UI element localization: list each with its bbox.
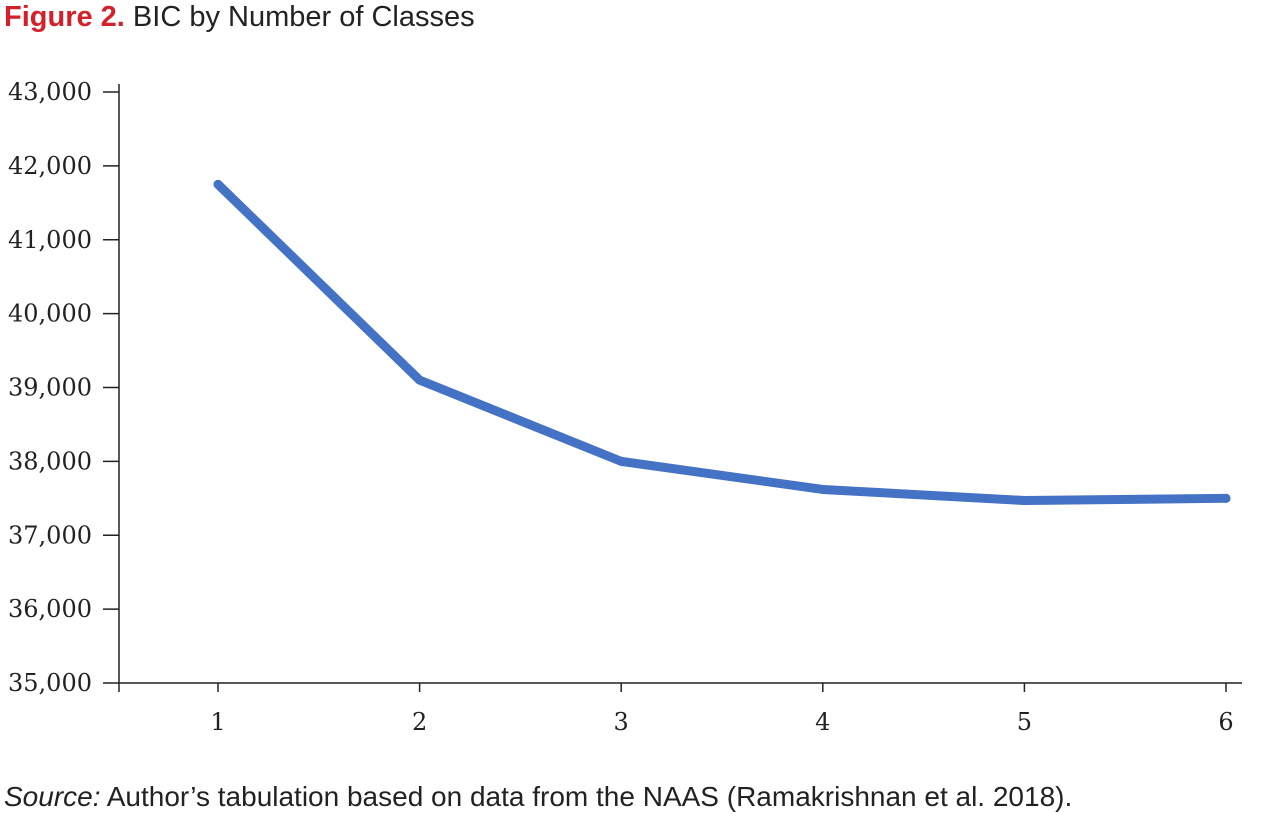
figure-title-text: BIC by Number of Classes [132, 1, 475, 33]
x-tick-label: 1 [210, 708, 225, 736]
x-tick-label: 5 [1017, 708, 1032, 736]
y-tick-label: 39,000 [8, 374, 92, 402]
x-tick-label: 2 [412, 708, 427, 736]
figure-label: Figure 2. [4, 1, 125, 33]
x-axis: 1 2 3 4 5 6 [118, 682, 1242, 736]
y-tick-label: 38,000 [8, 447, 92, 475]
x-tick-label: 4 [815, 708, 830, 736]
y-tick-label: 36,000 [8, 595, 92, 623]
data-point [1221, 493, 1231, 503]
data-point [213, 179, 223, 189]
series [213, 179, 1231, 506]
y-tick-label: 43,000 [8, 78, 92, 106]
figure-title: Figure 2. BIC by Number of Classes [4, 0, 475, 34]
source-text: Author’s tabulation based on data from t… [106, 781, 1073, 812]
series-line [213, 179, 1231, 506]
data-point [616, 456, 626, 466]
x-tick-label: 6 [1218, 708, 1233, 736]
y-tick-label: 41,000 [8, 226, 92, 254]
data-point [1019, 496, 1029, 506]
y-tick-label: 35,000 [8, 669, 92, 697]
source-note: Source: Author’s tabulation based on dat… [4, 780, 1072, 814]
y-tick-label: 37,000 [8, 521, 92, 549]
data-point [818, 484, 828, 494]
source-label: Source: [4, 781, 101, 812]
x-tick-label: 3 [614, 708, 629, 736]
y-axis: 35,000 36,000 37,000 38,000 39,000 40,000 41,0… [8, 78, 120, 697]
y-tick-label: 40,000 [8, 300, 92, 328]
y-tick-label: 42,000 [8, 152, 92, 180]
data-point [415, 375, 425, 385]
